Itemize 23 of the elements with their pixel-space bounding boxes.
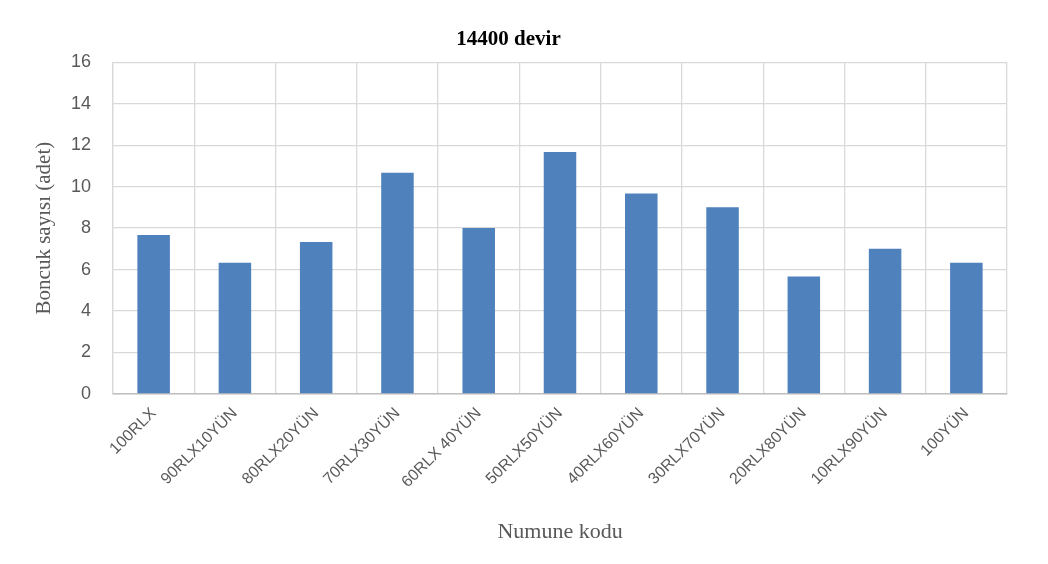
chart-title: 14400 devir	[456, 26, 561, 51]
y-tick-label: 16	[70, 51, 91, 72]
y-tick-label: 6	[80, 258, 91, 279]
y-tick-label: 0	[80, 382, 91, 403]
bar	[543, 151, 577, 394]
bar	[950, 262, 983, 394]
y-tick-label: 12	[70, 134, 91, 155]
bar	[381, 172, 414, 394]
y-tick-label: 8	[80, 217, 91, 238]
bar	[137, 234, 170, 394]
y-axis-title: Boncuk sayısı (adet)	[31, 141, 56, 315]
y-tick-label: 10	[70, 175, 91, 196]
bar	[625, 193, 658, 394]
y-tick-label: 14	[70, 92, 91, 113]
y-tick-label: 4	[80, 300, 91, 321]
bar	[462, 228, 495, 394]
bar	[299, 241, 333, 394]
bar	[787, 276, 821, 394]
bar	[706, 207, 739, 394]
bar	[218, 262, 252, 394]
y-tick-label: 2	[80, 341, 91, 362]
bar	[868, 248, 902, 394]
x-axis-title: Numune kodu	[497, 517, 623, 543]
